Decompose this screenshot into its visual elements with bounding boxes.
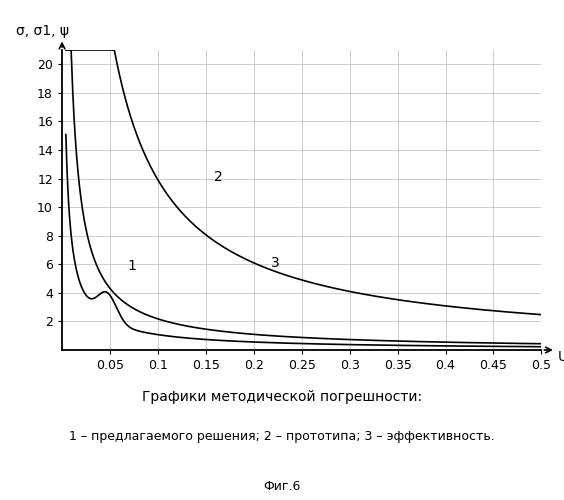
Text: 2: 2 [214, 170, 222, 184]
Text: 1 – предлагаемого решения; 2 – прототипа; 3 – эффективность.: 1 – предлагаемого решения; 2 – прототипа… [69, 430, 495, 443]
Text: 3: 3 [271, 256, 280, 270]
Text: U: U [558, 350, 564, 364]
Text: Фиг.6: Фиг.6 [263, 480, 301, 493]
Text: Графики методической погрешности:: Графики методической погрешности: [142, 390, 422, 404]
Text: 1: 1 [127, 259, 136, 273]
Y-axis label: σ, σ1, ψ: σ, σ1, ψ [16, 24, 69, 38]
